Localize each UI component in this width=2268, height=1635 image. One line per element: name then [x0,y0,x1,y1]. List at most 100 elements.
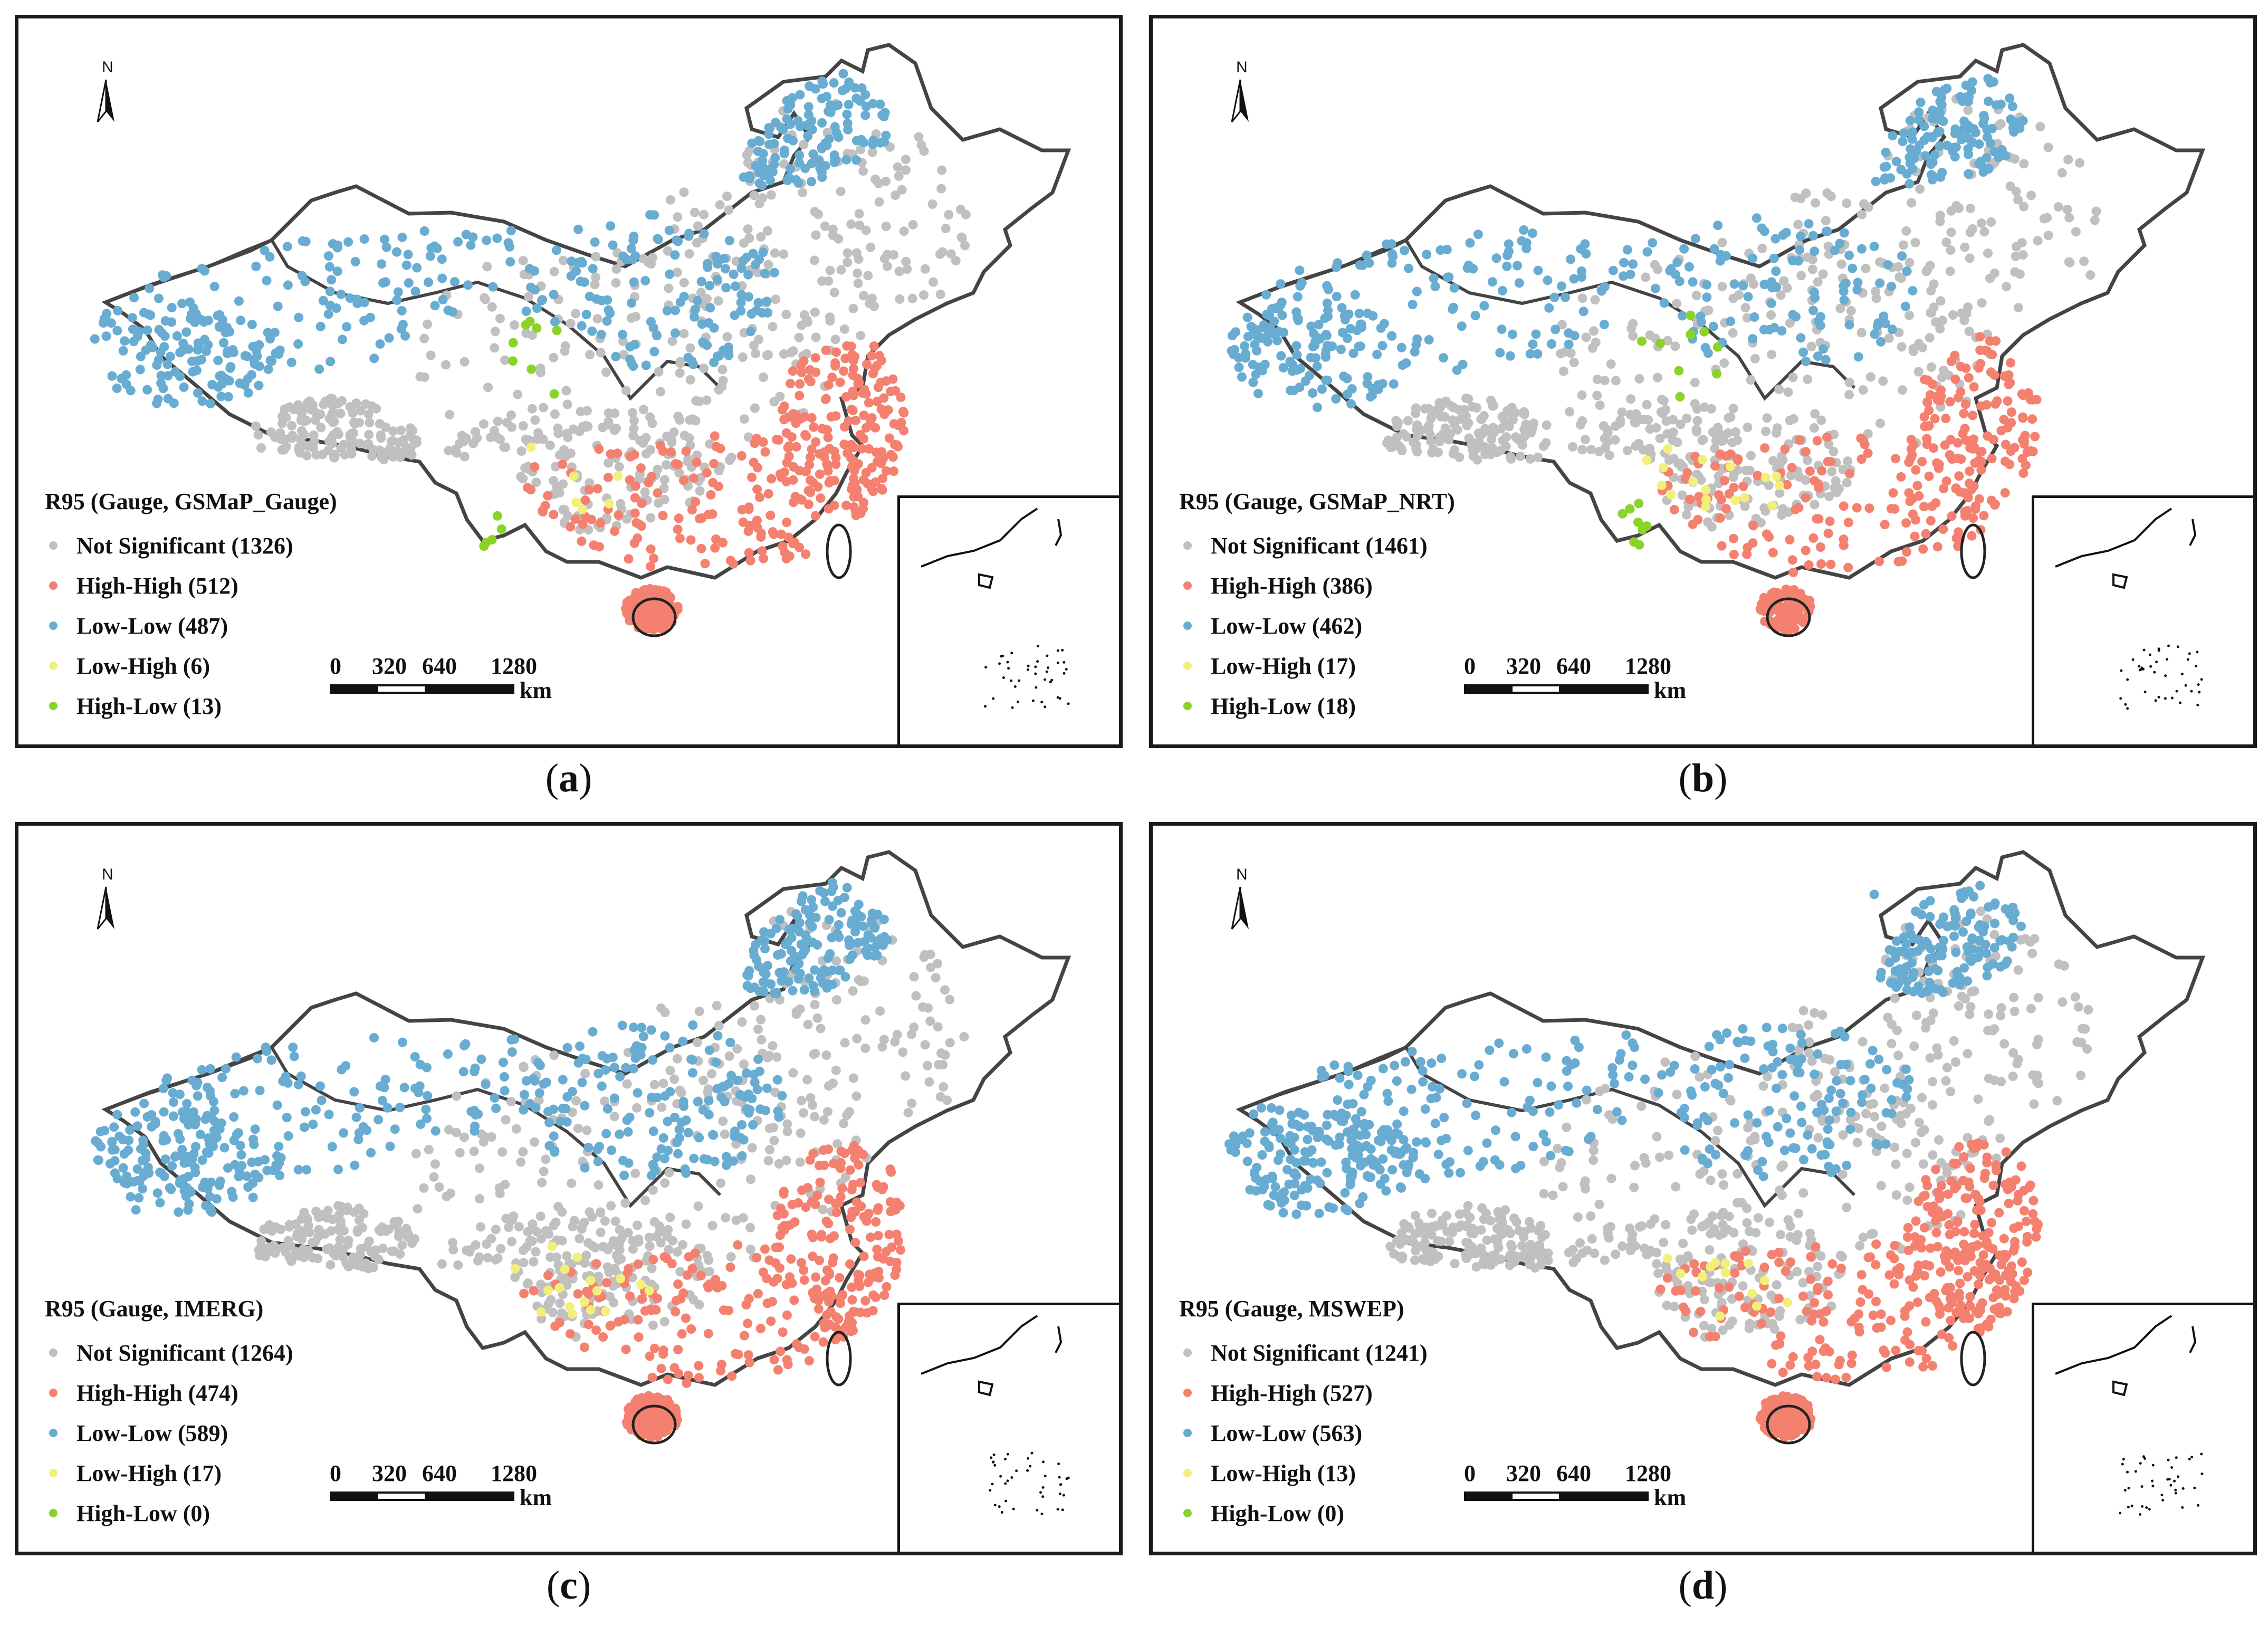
station-not-significant [277,412,288,422]
station-low-low [1905,116,1915,126]
station-not-significant [539,403,548,413]
station-low-low [251,261,261,271]
station-not-significant [744,233,754,243]
station-not-significant [341,1258,351,1268]
station-low-low [1881,147,1891,157]
station-high-high [583,1289,594,1299]
station-low-low [724,236,734,245]
station-not-significant [675,1085,685,1095]
station-high-high [1864,503,1874,513]
station-low-low [1844,250,1854,260]
station-low-low [426,243,436,253]
station-not-significant [768,322,778,332]
station-not-significant [1821,216,1831,226]
station-low-low [1504,239,1514,249]
station-low-low [748,1120,758,1130]
station-low-low [532,303,542,313]
station-not-significant [834,234,844,244]
station-low-low [1401,358,1411,368]
station-low-low [1308,388,1318,398]
station-low-low [182,1099,192,1108]
station-not-significant [562,1279,571,1289]
station-low-low [274,1141,284,1151]
station-low-low [126,1192,136,1202]
station-not-significant [314,1212,324,1222]
station-high-high [784,1272,795,1282]
station-high-high [1992,396,2002,406]
station-not-significant [536,1279,546,1289]
station-not-significant [616,1254,626,1264]
station-low-low [1752,213,1762,223]
station-not-significant [623,1228,633,1238]
station-high-high [1911,465,1921,475]
station-not-significant [610,1216,620,1226]
station-not-significant [1977,298,1987,308]
station-high-high [659,1252,669,1262]
station-not-significant [919,290,929,300]
station-not-significant [356,1250,366,1260]
station-not-significant [1659,396,1669,406]
station-low-low [1528,339,1538,349]
legend-swatch [49,1469,58,1477]
station-high-high [649,596,659,606]
station-high-high [1988,435,1998,445]
station-not-significant [541,1154,551,1164]
station-low-low [699,1154,709,1164]
station-not-significant [1676,419,1686,429]
region-boundary [104,238,722,401]
station-high-high [788,409,798,419]
station-high-high [1974,363,1984,373]
station-low-low [145,283,155,293]
station-high-high [850,1238,860,1248]
station-high-high [830,1198,840,1208]
station-low-low [1292,350,1302,360]
station-not-significant [365,418,375,428]
station-low-low [645,1108,655,1118]
station-low-low [788,923,798,933]
station-not-significant [851,1091,862,1101]
station-not-significant [646,259,656,269]
station-not-significant [493,416,503,426]
station-not-significant [664,1245,674,1255]
station-low-low [1533,349,1543,359]
station-low-low [1937,167,1947,177]
station-low-low [1519,225,1529,235]
station-low-low [801,933,811,943]
station-not-significant [1468,445,1478,455]
station-not-significant [1871,286,1881,297]
station-not-significant [609,1112,619,1122]
station-not-significant [561,386,571,396]
station-low-low [531,1103,541,1113]
station-low-low [621,1063,631,1073]
station-low-low [128,324,138,334]
station-high-high [848,406,858,415]
station-high-high [824,1219,834,1229]
station-low-low [188,367,198,377]
station-high-high [806,452,816,462]
station-not-significant [528,1219,538,1229]
station-high-high [1924,471,1934,481]
station-low-low [1354,341,1364,351]
north-arrow-icon: N [94,866,126,940]
station-low-low [399,1083,409,1093]
station-not-significant [1477,415,1487,424]
station-low-low [595,1142,604,1152]
station-not-significant [1807,255,1817,264]
station-low-low [577,258,587,268]
station-high-high [851,1197,862,1207]
station-not-significant [501,442,511,452]
station-not-significant [852,1034,862,1044]
station-high-high [636,463,646,473]
station-low-low [231,1052,241,1062]
station-not-significant [1968,224,1977,234]
station-low-low [359,315,369,326]
station-not-significant [899,226,909,236]
station-low-low [549,1104,559,1114]
taiwan-island [826,1331,852,1387]
station-high-high [807,444,817,454]
station-low-low [1963,144,1973,154]
station-not-significant [482,262,492,272]
station-not-significant [1669,454,1679,464]
station-high-high [691,497,701,507]
station-not-significant [1708,427,1718,437]
